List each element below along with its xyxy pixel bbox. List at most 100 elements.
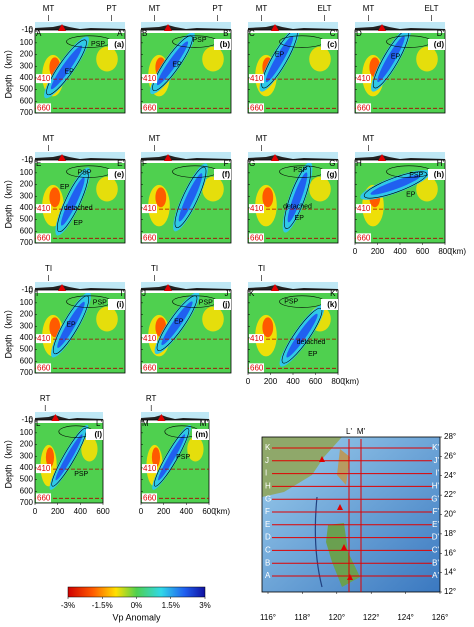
panel-letter: (j)	[222, 300, 230, 309]
profile-end: D'	[437, 29, 445, 38]
low-velocity-core	[45, 447, 55, 468]
x-tick-label: 600	[416, 247, 430, 256]
lon-tick-label: 122°	[363, 613, 380, 622]
letter-bg	[428, 39, 445, 50]
annotation: EP	[275, 52, 285, 59]
frame	[140, 29, 232, 114]
letter-bg	[86, 429, 103, 440]
profile-end: L'	[96, 419, 102, 428]
map-profile-end: D'	[432, 533, 440, 542]
depth-label: 660	[37, 233, 51, 242]
panel: RT 410 660 M M' (m) PSP 0 200 400 600(km)	[139, 394, 231, 516]
topography	[35, 155, 125, 160]
map-profile-end: A'	[432, 571, 439, 580]
profile-end: K'	[330, 289, 337, 298]
annotation: EP	[174, 318, 184, 325]
surface-band	[248, 160, 338, 163]
depth-label-bg	[249, 363, 264, 373]
depth-label-bg	[142, 103, 157, 113]
panel-letter: (d)	[434, 40, 445, 49]
surface-band	[141, 160, 231, 163]
map-profile-start: I	[265, 469, 267, 478]
annotation: PSP	[192, 37, 206, 44]
depth-label: 410	[357, 74, 371, 83]
depth-label-bg	[249, 233, 264, 243]
y-tick-label: 100	[20, 428, 34, 437]
depth-label: 660	[143, 233, 157, 242]
topography	[141, 415, 209, 420]
marker-label: RT	[146, 394, 157, 403]
surface-band	[355, 30, 445, 33]
letter-bg	[192, 429, 209, 440]
depth-label: 410	[250, 334, 264, 343]
y-tick-label: 600	[20, 356, 34, 365]
profile-end: A'	[117, 29, 124, 38]
y-tick-label: 700	[20, 498, 34, 507]
topography	[141, 25, 231, 30]
depth-label: 410	[143, 74, 157, 83]
depth-label-bg	[249, 103, 264, 113]
y-tick-label: 700	[20, 108, 34, 117]
profile-start: D	[356, 29, 362, 38]
panel-letter: (m)	[196, 430, 209, 439]
high-velocity-core	[370, 175, 421, 195]
slab-contour	[46, 39, 87, 96]
depth-label-bg	[36, 74, 51, 84]
map-profile-start: E	[265, 520, 270, 529]
anomalies	[355, 30, 445, 97]
topography	[248, 25, 338, 30]
y-axis-label: Depth（km）	[3, 44, 13, 98]
y-tick-label: 700	[20, 368, 34, 377]
topography	[35, 25, 125, 30]
profile-start: E	[36, 159, 41, 168]
depth-label-bg	[36, 363, 51, 373]
depth-label: 410	[143, 334, 157, 343]
depth-label: 660	[357, 103, 371, 112]
depth-label: 660	[37, 493, 51, 502]
y-axis-label: Depth（km）	[3, 434, 13, 488]
frame	[34, 289, 126, 374]
map-profile-end: H'	[432, 482, 440, 491]
x-tick-label: 600	[202, 507, 216, 516]
marker-label: MT	[43, 4, 55, 13]
y-tick-label: 500	[20, 475, 34, 484]
colorbar-tick-label: 0%	[131, 601, 143, 610]
marker-label: ELT	[317, 4, 331, 13]
map-profile-end: J'	[433, 456, 439, 465]
profile-end: I'	[120, 289, 124, 298]
low-velocity-core	[151, 447, 161, 468]
annotation: PSP	[93, 299, 107, 306]
frame	[34, 419, 104, 504]
panel: TI 410 660 J J' (j) PSP EP	[140, 264, 232, 374]
x-tick-label: 400	[180, 507, 194, 516]
topo-sea	[35, 152, 125, 160]
panel-letter: (i)	[116, 300, 124, 309]
letter-bg	[108, 39, 125, 50]
y-axis-label: Depth（km）	[3, 304, 13, 358]
panel-letter: (b)	[220, 40, 231, 49]
annotation: EP	[60, 184, 70, 191]
surface-band	[35, 290, 125, 293]
topo-sea	[141, 282, 231, 290]
profile-end: M'	[200, 419, 209, 428]
marker-label: MT	[256, 4, 268, 13]
x-tick-label: 800	[438, 247, 452, 256]
colorbar	[67, 586, 206, 598]
depth-label: 410	[250, 204, 264, 213]
low-velocity	[309, 176, 331, 202]
panel-letter: (a)	[114, 40, 124, 49]
panel-letter: (l)	[94, 430, 102, 439]
panel: MT 410 660 H H' (h) PSP EP 0 200 400 600 800(km)	[353, 134, 467, 256]
map-profile-end: G'	[431, 494, 439, 503]
map-profile-end: F'	[433, 507, 440, 516]
colorbar-tick-label: 1.5%	[162, 601, 180, 610]
y-tick-label: 200	[20, 310, 34, 319]
letter-bg	[108, 169, 125, 180]
profile-start: J	[142, 289, 146, 298]
profile-end: H'	[437, 159, 445, 168]
lon-tick-label: 126°	[432, 613, 449, 622]
depth-label-bg	[142, 233, 157, 243]
frame	[34, 29, 126, 114]
panel: MT 410 660 F F' (f)	[140, 134, 232, 244]
volcano	[271, 284, 279, 291]
